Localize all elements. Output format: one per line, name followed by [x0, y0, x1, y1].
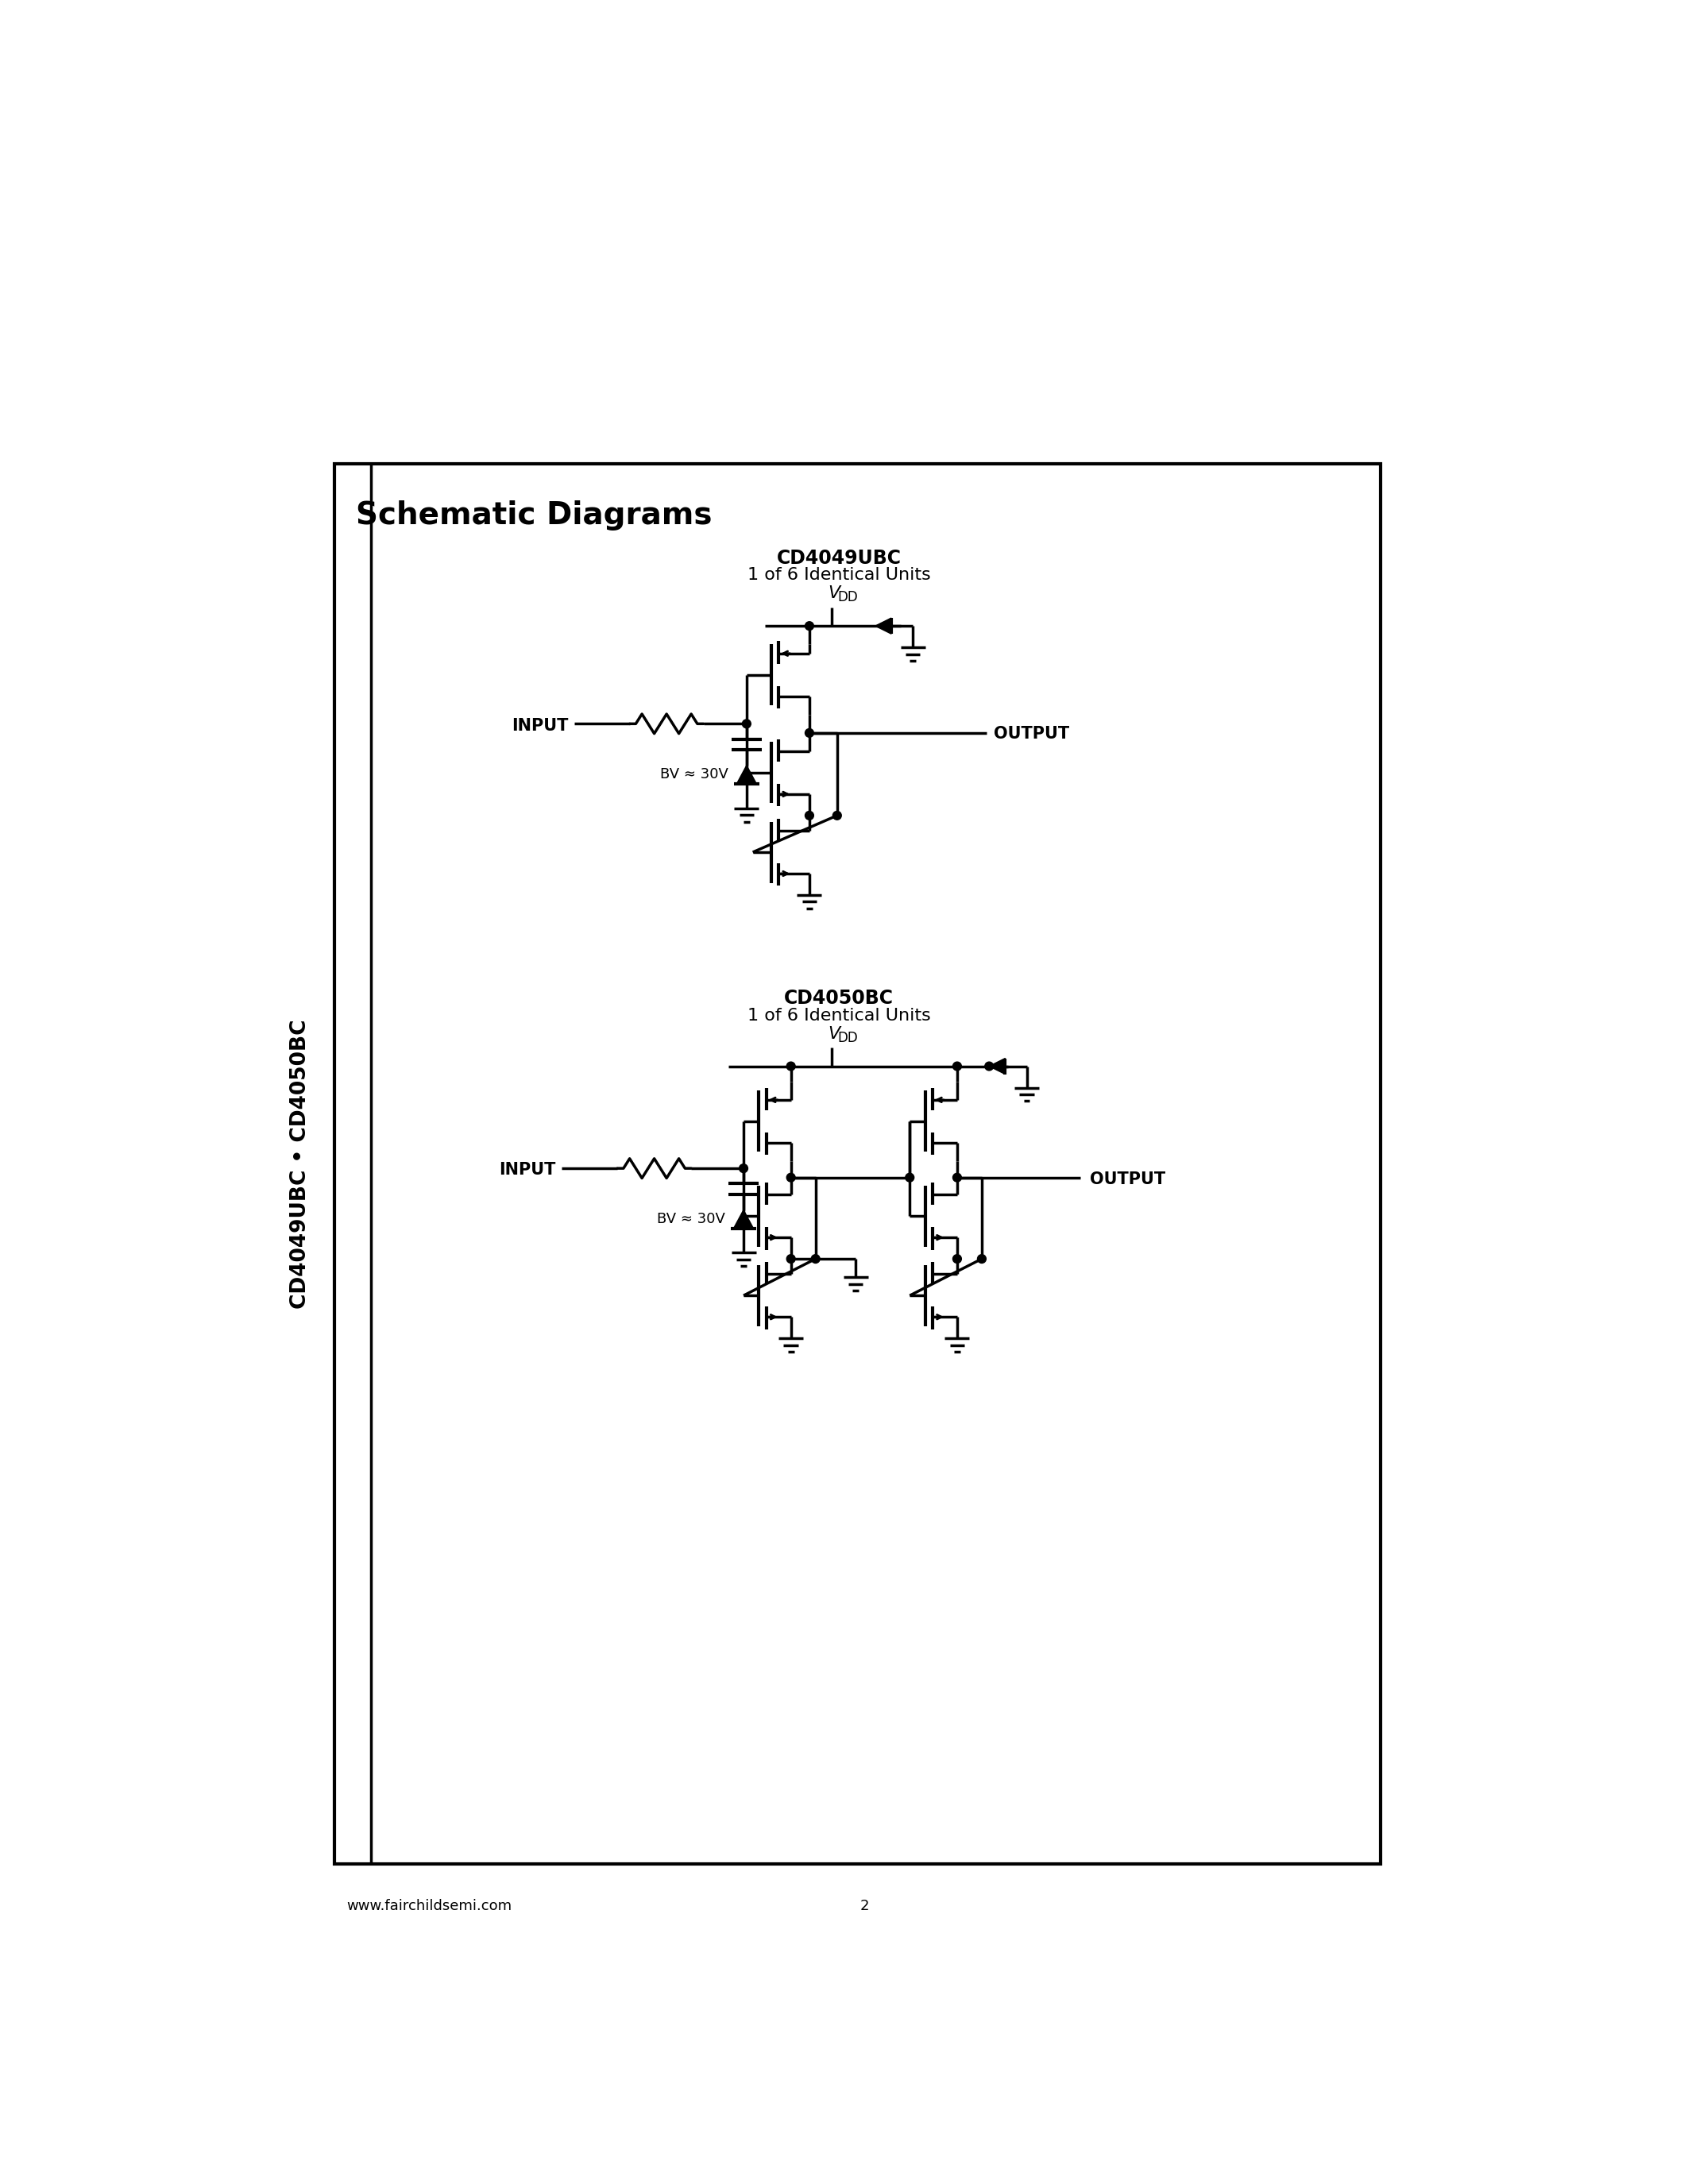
Circle shape: [787, 1061, 795, 1070]
Circle shape: [977, 1254, 986, 1262]
Polygon shape: [876, 618, 891, 633]
Circle shape: [905, 1173, 913, 1182]
Text: 1 of 6 Identical Units: 1 of 6 Identical Units: [748, 1007, 930, 1024]
Polygon shape: [734, 1210, 753, 1227]
Text: 2: 2: [861, 1898, 869, 1913]
Text: INPUT: INPUT: [511, 719, 569, 734]
Text: INPUT: INPUT: [500, 1162, 555, 1177]
Bar: [334, 463, 1381, 1865]
Text: CD4049UBC • CD4050BC: CD4049UBC • CD4050BC: [290, 1020, 311, 1308]
Circle shape: [805, 729, 814, 738]
Circle shape: [805, 622, 814, 631]
Text: DD: DD: [837, 590, 858, 605]
Circle shape: [739, 1164, 748, 1173]
Text: BV ≈ 30V: BV ≈ 30V: [657, 1212, 726, 1225]
Polygon shape: [736, 764, 756, 784]
Circle shape: [787, 1173, 795, 1182]
Text: V: V: [827, 1026, 841, 1042]
Circle shape: [743, 719, 751, 727]
Circle shape: [952, 1061, 962, 1070]
Text: BV ≈ 30V: BV ≈ 30V: [660, 767, 728, 782]
Text: V: V: [827, 585, 841, 601]
Text: DD: DD: [837, 1031, 858, 1044]
Circle shape: [952, 1254, 962, 1262]
Text: 1 of 6 Identical Units: 1 of 6 Identical Units: [748, 568, 930, 583]
Circle shape: [805, 810, 814, 819]
Circle shape: [984, 1061, 994, 1070]
Polygon shape: [989, 1059, 1004, 1075]
Circle shape: [812, 1254, 820, 1262]
Text: OUTPUT: OUTPUT: [994, 727, 1070, 743]
Circle shape: [952, 1173, 962, 1182]
Circle shape: [832, 810, 841, 819]
Circle shape: [787, 1254, 795, 1262]
Text: OUTPUT: OUTPUT: [1089, 1171, 1165, 1188]
Text: CD4049UBC: CD4049UBC: [776, 548, 901, 568]
Text: www.fairchildsemi.com: www.fairchildsemi.com: [346, 1898, 511, 1913]
Text: Schematic Diagrams: Schematic Diagrams: [356, 500, 712, 531]
Text: CD4050BC: CD4050BC: [785, 989, 893, 1009]
